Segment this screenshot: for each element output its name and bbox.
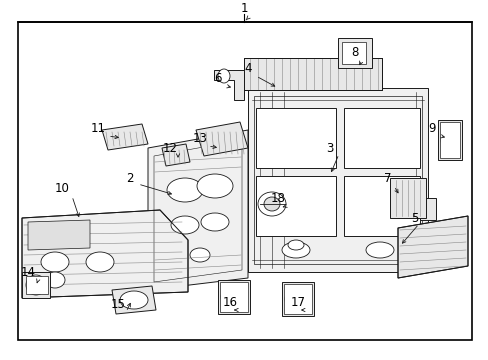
Text: 17: 17 — [290, 296, 305, 309]
Polygon shape — [437, 120, 461, 160]
Polygon shape — [22, 210, 187, 298]
Polygon shape — [102, 124, 148, 150]
Ellipse shape — [197, 174, 232, 198]
Ellipse shape — [287, 240, 304, 250]
Ellipse shape — [264, 197, 280, 211]
Ellipse shape — [440, 130, 458, 150]
Polygon shape — [22, 272, 50, 298]
Polygon shape — [218, 280, 249, 314]
Polygon shape — [28, 220, 90, 250]
Ellipse shape — [45, 272, 65, 288]
Polygon shape — [247, 88, 427, 272]
Bar — [284, 284, 311, 314]
Text: 11: 11 — [90, 122, 105, 135]
Ellipse shape — [26, 275, 46, 295]
Text: 7: 7 — [384, 171, 391, 184]
Bar — [341, 42, 365, 64]
Polygon shape — [343, 176, 419, 236]
Text: 4: 4 — [244, 62, 251, 75]
Ellipse shape — [86, 252, 114, 272]
Text: 14: 14 — [20, 266, 36, 279]
Bar — [18, 22, 471, 340]
Ellipse shape — [258, 192, 285, 216]
Text: 3: 3 — [325, 141, 333, 154]
Polygon shape — [282, 282, 313, 316]
Polygon shape — [397, 216, 467, 278]
Polygon shape — [162, 144, 190, 166]
Bar — [220, 282, 247, 312]
Text: 12: 12 — [162, 141, 177, 154]
Text: 10: 10 — [55, 181, 69, 194]
Polygon shape — [244, 58, 381, 90]
Text: 13: 13 — [192, 131, 207, 144]
Ellipse shape — [365, 242, 393, 258]
Text: 1: 1 — [240, 1, 247, 14]
Polygon shape — [419, 198, 435, 220]
Polygon shape — [148, 130, 247, 290]
Ellipse shape — [167, 178, 203, 202]
Ellipse shape — [285, 287, 310, 311]
Ellipse shape — [120, 291, 148, 309]
Polygon shape — [343, 108, 419, 168]
Bar — [439, 122, 459, 158]
Ellipse shape — [221, 285, 246, 309]
Text: 6: 6 — [214, 72, 221, 85]
Text: 16: 16 — [222, 296, 237, 309]
Ellipse shape — [282, 242, 309, 258]
Ellipse shape — [190, 248, 209, 262]
Ellipse shape — [41, 252, 69, 272]
Ellipse shape — [345, 43, 364, 63]
Bar — [26, 276, 48, 294]
Polygon shape — [389, 178, 425, 218]
Polygon shape — [337, 38, 371, 68]
Polygon shape — [214, 70, 244, 100]
Text: 5: 5 — [410, 211, 418, 225]
Text: 15: 15 — [110, 298, 125, 311]
Ellipse shape — [171, 216, 199, 234]
Polygon shape — [256, 108, 335, 168]
Polygon shape — [112, 286, 156, 314]
Text: 2: 2 — [126, 171, 134, 184]
Text: 8: 8 — [350, 45, 358, 58]
Polygon shape — [256, 176, 335, 236]
Ellipse shape — [218, 69, 229, 83]
Polygon shape — [196, 122, 247, 156]
Ellipse shape — [201, 213, 228, 231]
Text: 9: 9 — [427, 122, 435, 135]
Text: 18: 18 — [270, 192, 285, 204]
